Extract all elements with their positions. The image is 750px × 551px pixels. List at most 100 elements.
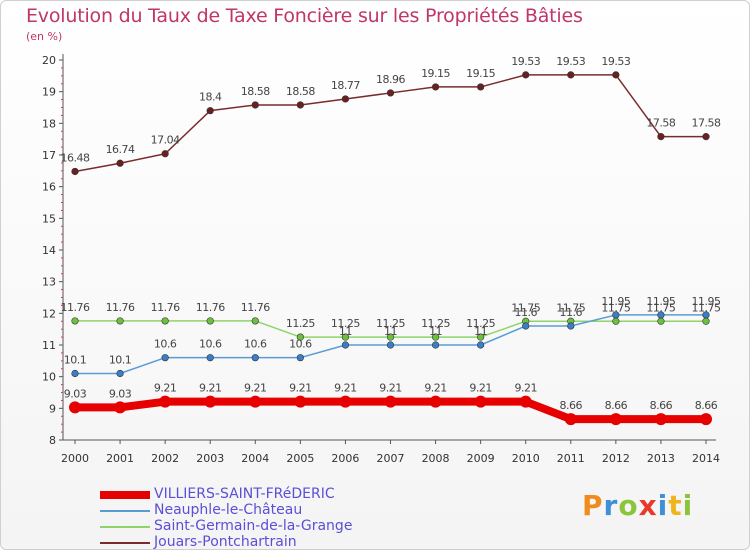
- data-label: 11.75: [511, 301, 540, 314]
- data-label: 11.76: [106, 301, 135, 314]
- data-label: 16.48: [61, 151, 90, 164]
- data-point: [657, 311, 665, 319]
- data-point: [522, 71, 530, 79]
- data-label: 19.53: [556, 55, 585, 68]
- data-point: [609, 413, 622, 426]
- legend-swatch: [100, 510, 150, 512]
- data-label: 16.74: [106, 143, 135, 156]
- data-point: [251, 354, 259, 362]
- legend: VILLIERS-SAINT-FRéDERIC Neauphle-le-Chât…: [100, 486, 400, 551]
- data-point: [654, 413, 667, 426]
- x-tick-label: 2007: [377, 452, 405, 465]
- x-tick-label: 2011: [557, 452, 585, 465]
- data-point: [296, 333, 304, 341]
- y-tick-label: 15: [42, 212, 56, 225]
- data-label: 11: [474, 325, 487, 338]
- y-tick-label: 8: [49, 434, 56, 447]
- data-point: [294, 395, 307, 408]
- data-point: [431, 333, 440, 341]
- data-label: 9.03: [109, 387, 132, 400]
- logo-letter: i: [682, 489, 694, 522]
- data-label: 9.21: [154, 382, 177, 395]
- data-label: 10.1: [109, 354, 132, 367]
- data-label: 9.21: [424, 382, 447, 395]
- data-point: [657, 133, 665, 141]
- data-point: [384, 395, 397, 408]
- data-point: [251, 101, 259, 109]
- data-point: [702, 317, 710, 325]
- x-tick-label: 2001: [106, 452, 134, 465]
- data-point: [386, 89, 395, 97]
- data-point: [474, 395, 487, 408]
- data-point: [71, 317, 79, 325]
- data-point: [249, 395, 262, 408]
- data-point: [612, 317, 620, 325]
- data-point: [567, 322, 575, 330]
- data-label: 11.75: [601, 301, 630, 314]
- logo-letter: o: [618, 489, 639, 522]
- data-label: 11.25: [331, 317, 360, 330]
- data-label: 11.25: [286, 317, 315, 330]
- y-tick-label: 13: [42, 276, 56, 289]
- y-tick-label: 16: [42, 181, 56, 194]
- x-tick-label: 2014: [692, 452, 720, 465]
- data-label: 11.75: [556, 301, 585, 314]
- data-label: 8.66: [695, 399, 718, 412]
- x-tick-label: 2012: [602, 452, 630, 465]
- data-label: 9.21: [334, 382, 357, 395]
- legend-item-villiers: VILLIERS-SAINT-FRéDERIC: [100, 486, 400, 503]
- legend-item-saint-germain: Saint-Germain-de-la-Grange: [100, 518, 400, 535]
- data-point: [612, 71, 620, 79]
- data-point: [386, 341, 395, 349]
- data-label: 10.6: [244, 338, 267, 351]
- x-tick-label: 2010: [512, 452, 540, 465]
- data-label: 18.77: [331, 79, 360, 92]
- logo-letter: t: [668, 489, 683, 522]
- data-label: 10.1: [64, 354, 87, 367]
- data-label: 11.6: [514, 306, 537, 319]
- data-point: [296, 101, 304, 109]
- data-label: 11.76: [61, 301, 90, 314]
- y-tick-label: 10: [42, 371, 56, 384]
- data-label: 11: [429, 325, 442, 338]
- data-point: [477, 341, 485, 349]
- data-label: 8.66: [605, 399, 628, 412]
- data-point: [116, 317, 124, 325]
- x-tick-label: 2013: [647, 452, 675, 465]
- data-point: [564, 413, 577, 426]
- data-label: 17.58: [646, 117, 675, 130]
- y-tick-label: 11: [42, 339, 56, 352]
- data-label: 9.21: [379, 382, 402, 395]
- data-label: 17.04: [151, 134, 180, 147]
- legend-label: Saint-Germain-de-la-Grange: [154, 518, 353, 534]
- data-label: 9.21: [244, 382, 267, 395]
- data-label: 10.6: [199, 338, 222, 351]
- data-point: [296, 354, 304, 362]
- data-label: 11.76: [241, 301, 270, 314]
- data-label: 17.58: [692, 117, 721, 130]
- legend-swatch: [100, 526, 150, 528]
- data-label: 11.95: [646, 295, 675, 308]
- data-point: [567, 71, 575, 79]
- data-label: 19.53: [511, 55, 540, 68]
- data-label: 9.21: [514, 382, 537, 395]
- data-point: [341, 95, 350, 103]
- logo-letter: i: [657, 489, 669, 522]
- data-label: 9.21: [469, 382, 492, 395]
- data-point: [477, 333, 485, 341]
- data-point: [431, 83, 440, 91]
- data-point: [71, 369, 79, 378]
- data-point: [339, 395, 352, 408]
- data-label: 9.21: [199, 382, 222, 395]
- data-point: [477, 83, 485, 91]
- data-point: [116, 159, 124, 167]
- data-point: [386, 333, 395, 341]
- data-label: 10.6: [154, 338, 177, 351]
- y-tick-label: 17: [42, 149, 56, 162]
- y-tick-label: 9: [49, 402, 56, 415]
- data-point: [206, 107, 214, 115]
- data-point: [204, 395, 217, 408]
- logo-letter: P: [582, 489, 604, 522]
- data-point: [612, 311, 620, 319]
